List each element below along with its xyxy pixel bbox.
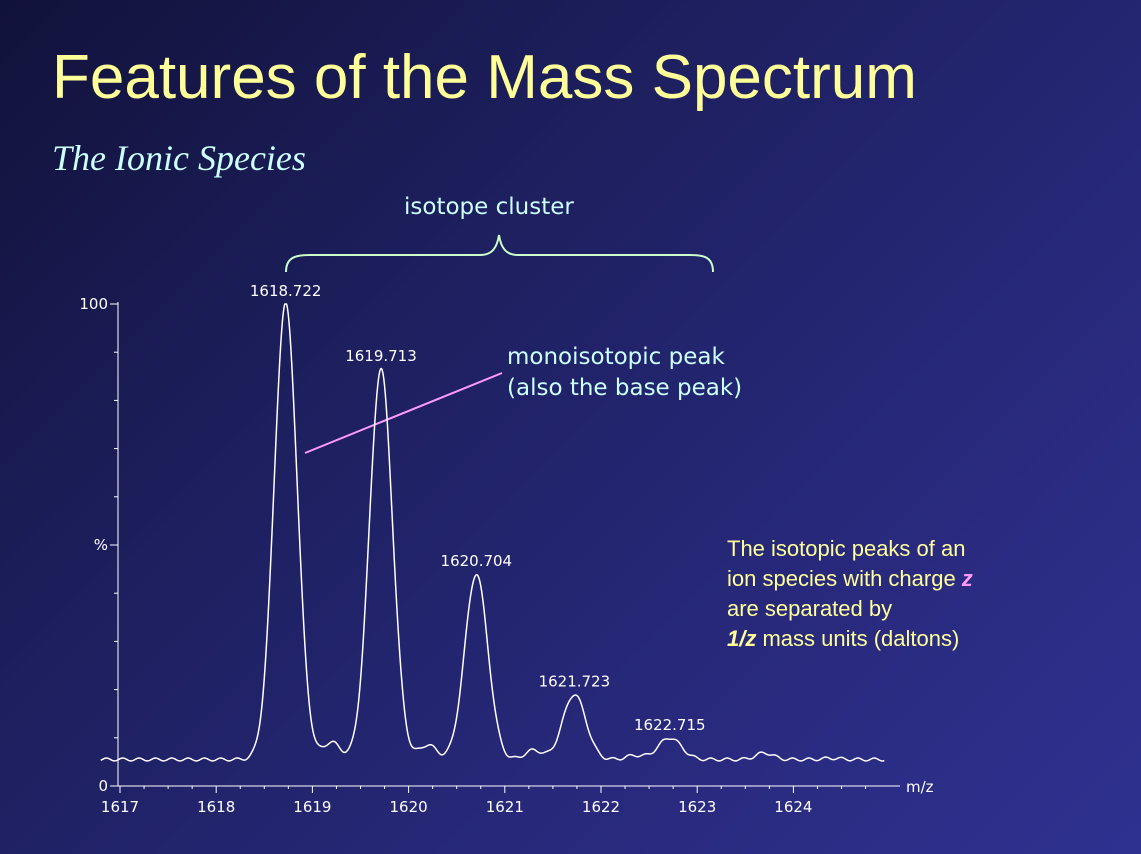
isotope-cluster-label: isotope cluster bbox=[404, 194, 574, 220]
peak-label: 1620.704 bbox=[441, 552, 513, 570]
note-line-3: are separated by bbox=[727, 596, 893, 621]
x-tick-label: 1624 bbox=[774, 798, 812, 816]
spectrum-trace bbox=[100, 303, 885, 762]
monoisotopic-pointer-line bbox=[304, 372, 503, 454]
x-tick-label: 1621 bbox=[486, 798, 524, 816]
note-line-2-text: ion species with charge bbox=[727, 566, 962, 591]
peak-label: 1622.715 bbox=[634, 716, 706, 734]
x-tick-label: 1620 bbox=[390, 798, 428, 816]
note-line-2: ion species with charge z bbox=[727, 564, 973, 594]
isotope-spacing-note: The isotopic peaks of an ion species wit… bbox=[727, 534, 973, 654]
note-line-1: The isotopic peaks of an bbox=[727, 536, 966, 561]
x-tick-label: 1622 bbox=[582, 798, 620, 816]
x-tick-label: 1618 bbox=[197, 798, 235, 816]
monoisotopic-label-line1: monoisotopic peak bbox=[507, 344, 725, 370]
slide-title: Features of the Mass Spectrum bbox=[52, 43, 917, 112]
peak-label: 1621.723 bbox=[539, 672, 611, 690]
note-charge-z: z bbox=[961, 566, 973, 591]
note-line-4-text: mass units (daltons) bbox=[756, 626, 960, 651]
note-line-4: 1/z mass units (daltons) bbox=[727, 624, 973, 654]
monoisotopic-peak-label: monoisotopic peak (also the base peak) bbox=[507, 342, 742, 404]
y-tick-label: % bbox=[94, 536, 108, 554]
x-tick-label: 1617 bbox=[101, 798, 139, 816]
y-tick-label: 0 bbox=[98, 777, 108, 795]
chart-axes: m/z bbox=[117, 302, 934, 796]
slide-subtitle: The Ionic Species bbox=[52, 138, 306, 178]
monoisotopic-label-line2: (also the base peak) bbox=[507, 375, 743, 401]
note-inverse-z: 1/z bbox=[727, 626, 757, 651]
y-axis-ticks: 100% 0 bbox=[79, 295, 118, 795]
x-tick-label: 1619 bbox=[293, 798, 331, 816]
peak-label: 1618.722 bbox=[250, 282, 322, 300]
isotope-cluster-brace bbox=[285, 234, 714, 273]
peak-label: 1619.713 bbox=[345, 347, 417, 365]
x-tick-label: 1623 bbox=[678, 798, 716, 816]
x-axis-label: m/z bbox=[906, 778, 934, 796]
y-tick-label: 100 bbox=[79, 295, 108, 313]
peak-labels: 1618.722 1619.713 1620.704 1621.723 1622.715 bbox=[250, 282, 706, 734]
x-axis-ticks: 1617 1618 1619 1620 1621 1622 1623 1624 bbox=[101, 786, 867, 816]
